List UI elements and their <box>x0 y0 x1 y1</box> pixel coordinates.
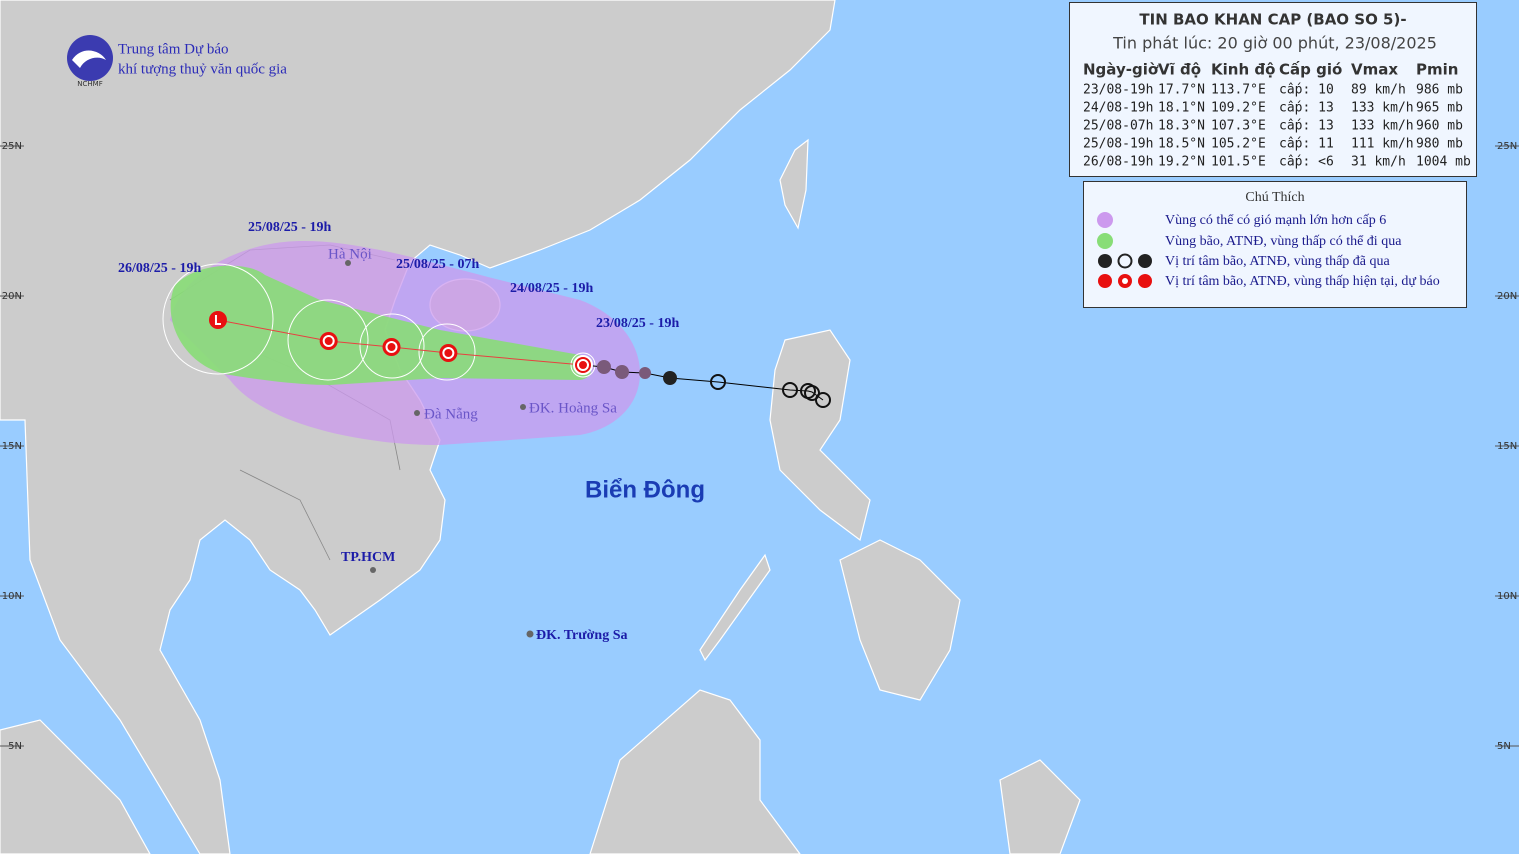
table-header: Vĩ độ <box>1158 61 1201 79</box>
table-header: Pmin <box>1416 61 1458 79</box>
lat-label: 15N <box>2 441 22 452</box>
place-label: ĐK. Trường Sa <box>536 628 628 643</box>
lat-label: 5N <box>1497 741 1511 752</box>
forecast-center <box>208 311 227 329</box>
past-centers <box>597 360 831 408</box>
legend-item: Vị trí tâm bão, ATNĐ, vùng thấp đã qua <box>1165 254 1391 269</box>
table-header: Ngày-giờ <box>1083 61 1159 79</box>
table-cell: 24/08-19h <box>1083 101 1153 116</box>
legend-swatch <box>1098 253 1152 269</box>
table-cell: 25/08-19h <box>1083 137 1153 152</box>
table-cell: cấp: 10 <box>1279 83 1334 98</box>
legend-item: Vùng có thể có gió mạnh lớn hơn cấp 6 <box>1165 213 1386 228</box>
time-label: 25/08/25 - 19h <box>248 220 331 235</box>
lat-label: 5N <box>8 741 22 752</box>
lat-label: 10N <box>1497 591 1517 602</box>
table-cell: 18.3°N <box>1158 119 1205 134</box>
low-symbol <box>214 315 221 325</box>
lat-label: 25N <box>2 141 22 152</box>
table-cell: 17.7°N <box>1158 83 1205 98</box>
table-cell: 19.2°N <box>1158 155 1205 170</box>
table-cell: 109.2°E <box>1211 101 1266 116</box>
storm-symbol <box>385 341 398 353</box>
forecast-cone <box>170 265 592 385</box>
storm-symbol <box>577 359 589 371</box>
table-header: Kinh độ <box>1211 61 1275 79</box>
table-cell: 89 km/h <box>1351 83 1406 98</box>
table-cell: cấp: 11 <box>1279 137 1334 152</box>
legend: Chú Thích Vùng có thể có gió mạnh lớn hơ… <box>1083 181 1467 308</box>
table-cell: 18.5°N <box>1158 137 1205 152</box>
org-name: Trung tâm Dự báo <box>118 41 229 57</box>
lat-axis: 25N 25N 20N 20N 15N 15N 10N 10N 5N 5N <box>0 141 1519 752</box>
bulletin: TIN BAO KHAN CAP (BAO SO 5)- Tin phát lú… <box>1069 2 1477 177</box>
table-cell: 133 km/h <box>1351 119 1414 134</box>
table-cell: 25/08-07h <box>1083 119 1153 134</box>
logo-text: NCHMF <box>77 80 102 88</box>
table-cell: cấp: 13 <box>1279 119 1334 134</box>
place-label: Đà Nẵng <box>424 406 478 422</box>
table-header: Vmax <box>1351 61 1398 79</box>
place-label: ĐK. Hoàng Sa <box>529 400 617 416</box>
legend-item: Vùng bão, ATNĐ, vùng thấp có thể đi qua <box>1165 234 1402 249</box>
table-cell: 31 km/h <box>1351 155 1406 170</box>
table-cell: 105.2°E <box>1211 137 1266 152</box>
org-name: khí tượng thuỷ văn quốc gia <box>118 61 287 77</box>
legend-item: Vị trí tâm bão, ATNĐ, vùng thấp hiện tại… <box>1165 274 1440 289</box>
forecast-track <box>208 311 593 375</box>
bulletin-box <box>1069 2 1477 177</box>
table-cell: 23/08-19h <box>1083 83 1153 98</box>
legend-swatch <box>1098 274 1152 288</box>
table-cell: 18.1°N <box>1158 101 1205 116</box>
bulletin-issued: Tin phát lúc: 20 giờ 00 phút, 23/08/2025 <box>1112 34 1437 53</box>
legend-swatch <box>1097 233 1113 249</box>
time-label: 24/08/25 - 19h <box>510 281 593 296</box>
forecast-circles <box>162 263 596 381</box>
forecast-center <box>382 338 401 356</box>
place-label: Hà Nội <box>328 246 372 262</box>
table-cell: 986 mb <box>1416 83 1463 98</box>
table-cell: 960 mb <box>1416 119 1463 134</box>
legend-swatch <box>1097 212 1113 228</box>
storm-symbol <box>442 347 455 359</box>
table-cell: cấp: <6 <box>1279 155 1334 170</box>
table-cell: 111 km/h <box>1351 137 1414 152</box>
table-header: Cấp gió <box>1279 61 1342 79</box>
time-label: 26/08/25 - 19h <box>118 261 201 276</box>
bulletin-title: TIN BAO KHAN CAP (BAO SO 5)- <box>1139 11 1406 29</box>
place-dots <box>345 260 534 638</box>
lat-label: 20N <box>1497 291 1517 302</box>
table-cell: 26/08-19h <box>1083 155 1153 170</box>
lat-label: 15N <box>1497 441 1517 452</box>
time-label: 25/08/25 - 07h <box>396 257 479 272</box>
storm-symbol <box>322 335 335 347</box>
forecast-center <box>319 332 338 350</box>
lat-label: 25N <box>1497 141 1517 152</box>
past-track <box>582 364 824 401</box>
legend-title: Chú Thích <box>1245 190 1304 205</box>
logo: NCHMF Trung tâm Dự báo khí tượng thuỷ vă… <box>67 35 287 88</box>
table-cell: 980 mb <box>1416 137 1463 152</box>
lat-label: 10N <box>2 591 22 602</box>
table-cell: 1004 mb <box>1416 155 1471 170</box>
lat-label: 20N <box>2 291 22 302</box>
table-cell: 107.3°E <box>1211 119 1266 134</box>
forecast-center <box>439 344 458 362</box>
place-label: TP.HCM <box>341 550 395 565</box>
table-cell: 133 km/h <box>1351 101 1414 116</box>
table-cell: 101.5°E <box>1211 155 1266 170</box>
forecast-center <box>573 355 593 375</box>
table-cell: 113.7°E <box>1211 83 1266 98</box>
sea-label: Biển Đông <box>585 476 705 503</box>
table-cell: 965 mb <box>1416 101 1463 116</box>
table-cell: cấp: 13 <box>1279 101 1334 116</box>
time-label: 23/08/25 - 19h <box>596 316 679 331</box>
